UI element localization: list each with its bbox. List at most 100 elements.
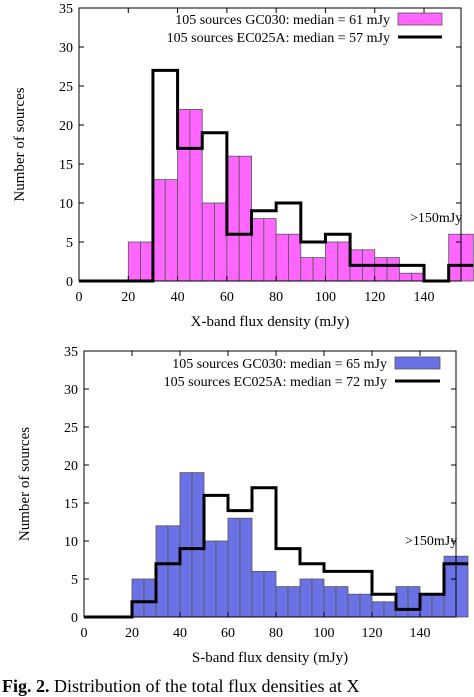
histogram-bar — [275, 586, 289, 618]
y-tick-label: 35 — [59, 2, 73, 17]
legend-label-filled: 105 sources GC030: median = 61 mJy — [175, 13, 390, 28]
histogram-bar — [215, 540, 229, 618]
figure-caption: Fig. 2. Distribution of the total flux d… — [2, 676, 359, 697]
legend-swatch-filled — [397, 12, 443, 26]
histogram-bar — [419, 593, 433, 618]
histogram-bar — [288, 233, 302, 282]
step-series-line — [84, 486, 468, 619]
x-tick-label: 100 — [314, 626, 335, 641]
histogram-bar — [155, 525, 169, 618]
histogram-bar — [337, 241, 351, 282]
histogram-bar — [411, 272, 425, 282]
legend-label-step: 105 sources EC025A: median = 57 mJy — [167, 31, 390, 46]
histogram-bar — [143, 578, 157, 618]
caption-text: Distribution of the total flux densities… — [54, 676, 360, 696]
histogram-bar — [371, 601, 385, 618]
histogram-bar — [287, 586, 301, 618]
x-tick-label: 60 — [220, 290, 234, 305]
histogram-bar — [189, 109, 203, 282]
histogram-bar — [164, 179, 178, 282]
histogram-bar — [127, 241, 142, 282]
y-tick-label: 0 — [66, 275, 73, 290]
x-tick-label: 80 — [269, 290, 283, 305]
histogram-bar — [325, 241, 339, 282]
s-band-histogram: 0 5 10 15 20 25 30 35 0 20 40 60 80 100 120 140 S-band f… — [17, 345, 469, 666]
legend-swatch-filled — [394, 356, 441, 370]
x-tick-label: 80 — [269, 626, 283, 641]
y-tick-label: 5 — [66, 236, 73, 251]
histogram-bar — [374, 257, 388, 282]
histogram-bar — [300, 257, 314, 282]
histogram-bar — [239, 517, 253, 618]
x-axis-title: X-band flux density (mJy) — [191, 314, 350, 330]
caption-label: Fig. 2. — [2, 676, 50, 696]
x-tick-label: 0 — [76, 290, 83, 305]
x-axis-title: S-band flux density (mJy) — [192, 650, 348, 666]
step-series-line — [79, 68, 474, 283]
histogram-bar — [311, 578, 325, 618]
y-tick-label: 35 — [64, 345, 78, 360]
histogram-bar — [263, 218, 277, 282]
y-tick-label: 20 — [64, 459, 78, 474]
histogram-bar — [179, 472, 193, 618]
histogram-bar — [460, 233, 474, 282]
histogram-bar — [131, 578, 145, 618]
histogram-bar — [383, 601, 397, 618]
histogram-bar — [359, 593, 373, 618]
y-tick-label: 15 — [64, 497, 78, 512]
histogram-bar — [152, 179, 166, 282]
histogram-bar — [275, 233, 289, 282]
histogram-bar — [191, 472, 205, 618]
y-tick-label: 10 — [64, 535, 78, 550]
histogram-bar — [251, 218, 265, 282]
y-tick-label: 5 — [71, 573, 78, 588]
x-band-histogram: 0 5 10 15 20 25 30 35 0 20 40 60 80 100 120 140 X-band f… — [12, 2, 474, 330]
histogram-bar — [323, 586, 337, 618]
legend-label-filled: 105 sources GC030: median = 65 mJy — [172, 357, 387, 372]
histogram-bar — [203, 540, 217, 618]
histogram-bar — [398, 272, 413, 282]
y-tick-label: 25 — [64, 421, 78, 436]
histogram-bar — [335, 586, 349, 618]
y-tick-label: 15 — [59, 158, 73, 173]
x-tick-label: 140 — [414, 290, 435, 305]
overflow-annotation: >150mJy — [410, 211, 462, 226]
histogram-bar — [347, 593, 361, 618]
histogram-bar — [312, 257, 326, 282]
histogram-bar — [238, 155, 252, 282]
histogram-bar — [226, 155, 240, 282]
x-tick-label: 120 — [362, 626, 383, 641]
histogram-bar — [140, 241, 154, 282]
y-tick-label: 30 — [64, 383, 78, 398]
y-tick-label: 0 — [71, 611, 78, 626]
legend-label-step: 105 sources EC025A: median = 72 mJy — [164, 375, 387, 390]
x-tick-label: 40 — [171, 290, 185, 305]
histogram-bar — [214, 202, 228, 282]
histogram-bar — [299, 578, 313, 618]
histogram-bar — [177, 109, 191, 282]
plot-frame — [78, 7, 462, 282]
histogram-bar — [448, 233, 462, 282]
histogram-bar — [395, 586, 409, 618]
histogram-bar — [227, 517, 241, 618]
x-tick-label: 60 — [221, 626, 235, 641]
x-tick-label: 100 — [315, 290, 336, 305]
y-tick-label: 30 — [59, 41, 73, 56]
x-tick-label: 0 — [81, 626, 88, 641]
histogram-bar — [201, 202, 215, 282]
overflow-annotation: >150mJy — [405, 534, 457, 549]
histogram-bar — [443, 555, 457, 618]
x-tick-label: 120 — [364, 290, 385, 305]
histogram-bar — [431, 593, 445, 618]
y-axis-title: Number of sources — [17, 427, 33, 541]
histogram-bar — [407, 586, 421, 618]
histogram-bar — [455, 555, 469, 618]
histogram-bar — [386, 257, 400, 282]
histogram-bar — [263, 570, 277, 618]
histogram-bar — [251, 570, 265, 618]
x-tick-label: 140 — [410, 626, 431, 641]
y-tick-label: 20 — [59, 119, 73, 134]
histogram-bar — [167, 525, 181, 618]
x-tick-label: 20 — [125, 626, 139, 641]
x-tick-label: 20 — [121, 290, 135, 305]
